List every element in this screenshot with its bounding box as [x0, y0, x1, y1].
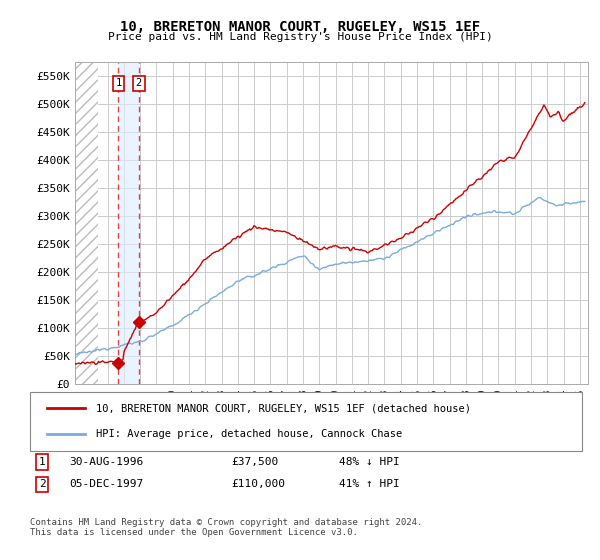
Bar: [118, 62, 139, 384]
Text: 10, BRERETON MANOR COURT, RUGELEY, WS15 1EF: 10, BRERETON MANOR COURT, RUGELEY, WS15 …: [120, 20, 480, 34]
Bar: [75, 62, 98, 384]
Text: 30-AUG-1996: 30-AUG-1996: [69, 457, 143, 467]
Text: HPI: Average price, detached house, Cannock Chase: HPI: Average price, detached house, Cann…: [96, 430, 403, 440]
Text: 2: 2: [136, 78, 142, 88]
Text: 05-DEC-1997: 05-DEC-1997: [69, 479, 143, 489]
Text: 48% ↓ HPI: 48% ↓ HPI: [339, 457, 400, 467]
Text: 1: 1: [38, 457, 46, 467]
Text: 41% ↑ HPI: 41% ↑ HPI: [339, 479, 400, 489]
Text: 10, BRERETON MANOR COURT, RUGELEY, WS15 1EF (detached house): 10, BRERETON MANOR COURT, RUGELEY, WS15 …: [96, 403, 471, 413]
Text: £37,500: £37,500: [231, 457, 278, 467]
Text: 1: 1: [115, 78, 122, 88]
Text: 2: 2: [38, 479, 46, 489]
Text: Price paid vs. HM Land Registry's House Price Index (HPI): Price paid vs. HM Land Registry's House …: [107, 32, 493, 43]
Text: Contains HM Land Registry data © Crown copyright and database right 2024.
This d: Contains HM Land Registry data © Crown c…: [30, 518, 422, 538]
Text: £110,000: £110,000: [231, 479, 285, 489]
FancyBboxPatch shape: [30, 392, 582, 451]
